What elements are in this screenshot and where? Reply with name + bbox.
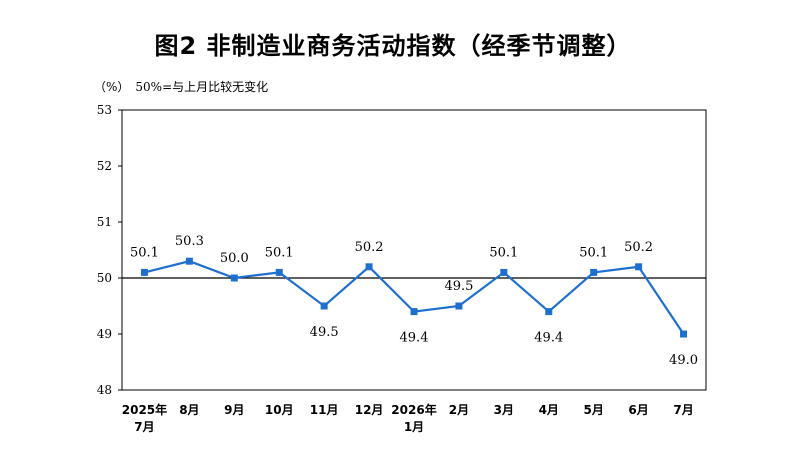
chart-title: 图2 非制造业商务活动指数（经季节调整） — [154, 32, 632, 60]
x-tick-label: 2026年 1月 — [391, 402, 436, 434]
data-label: 50.3 — [175, 234, 204, 249]
data-point — [635, 263, 643, 271]
x-tick-label: 8月 — [179, 403, 199, 417]
data-point — [590, 268, 598, 276]
data-label: 50.1 — [489, 245, 518, 260]
x-tick-label: 2月 — [449, 403, 469, 417]
data-label: 49.4 — [400, 331, 429, 346]
data-point — [365, 263, 373, 271]
x-tick-label: 6月 — [628, 403, 648, 417]
data-point — [185, 257, 193, 265]
data-point — [680, 330, 688, 338]
data-label: 49.5 — [444, 279, 473, 294]
x-tick-label: 12月 — [355, 403, 384, 417]
data-point — [275, 268, 283, 276]
data-label: 49.4 — [534, 331, 563, 346]
data-point — [500, 268, 508, 276]
x-tick-label: 2025年 7月 — [122, 402, 167, 434]
data-point — [455, 302, 463, 310]
data-label: 50.2 — [355, 240, 384, 255]
unit-note: （%） 50%=与上月比较无变化 — [94, 80, 269, 94]
data-point — [410, 308, 418, 316]
data-label: 50.1 — [265, 245, 294, 260]
y-tick-label: 48 — [97, 383, 112, 397]
data-label: 50.1 — [130, 245, 159, 260]
data-point — [140, 268, 148, 276]
data-point — [230, 274, 238, 282]
plot-frame — [121, 109, 707, 391]
data-point — [545, 308, 553, 316]
x-tick-label: 4月 — [539, 403, 559, 417]
data-label: 49.0 — [669, 353, 698, 368]
x-tick-label: 11月 — [310, 403, 339, 417]
y-tick-label: 51 — [97, 215, 112, 229]
x-tick-label: 9月 — [224, 403, 244, 417]
y-tick-label: 52 — [97, 159, 112, 173]
data-label: 50.1 — [579, 245, 608, 260]
data-label: 50.0 — [220, 251, 249, 266]
data-point — [320, 302, 328, 310]
x-tick-label: 3月 — [494, 403, 514, 417]
x-tick-label: 7月 — [673, 403, 693, 417]
series-line — [144, 260, 685, 335]
y-tick-label: 50 — [97, 271, 112, 285]
x-tick-label: 10月 — [265, 403, 294, 417]
y-tick-label: 53 — [97, 103, 112, 117]
data-label: 49.5 — [310, 325, 339, 340]
data-label: 50.2 — [624, 240, 653, 255]
y-tick-label: 49 — [97, 327, 112, 341]
x-tick-label: 5月 — [584, 403, 604, 417]
